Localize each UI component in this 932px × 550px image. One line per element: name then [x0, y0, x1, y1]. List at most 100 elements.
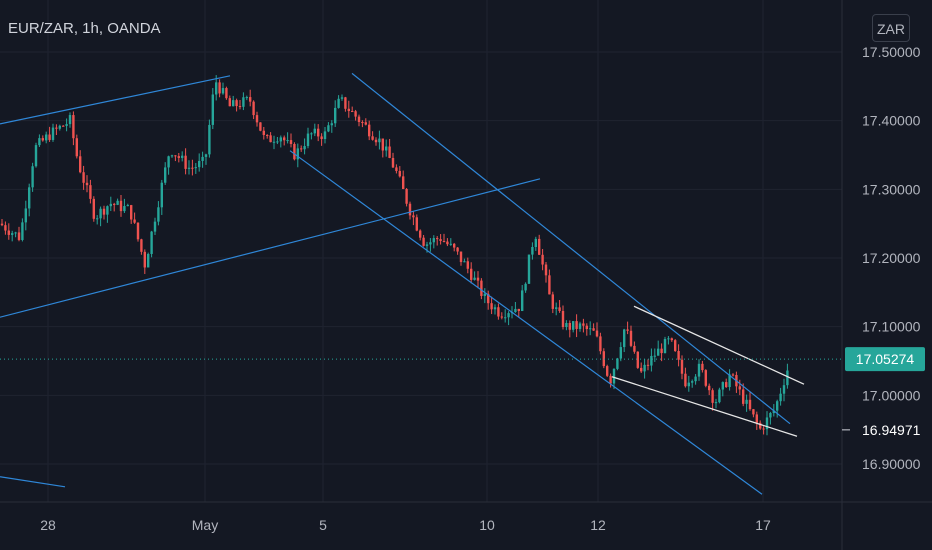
candle-body — [198, 160, 201, 168]
candle-body — [28, 187, 31, 209]
candle-body — [439, 239, 442, 241]
candle-body — [517, 308, 520, 312]
time-tick-label: 28 — [40, 517, 56, 533]
candle-body — [130, 205, 133, 220]
candle-body — [419, 230, 422, 238]
price-badges: 17.05274 16.94971 — [842, 347, 925, 438]
candle-body — [470, 268, 473, 280]
candle-body — [252, 101, 255, 116]
candle-body — [147, 253, 150, 268]
candle-body — [786, 370, 789, 386]
candle-body — [221, 88, 225, 94]
candle-body — [306, 133, 310, 147]
candle-body — [201, 156, 204, 161]
candle-body — [347, 108, 350, 112]
candle-body — [62, 125, 65, 127]
candle-body — [578, 323, 582, 329]
candle-body — [565, 322, 568, 328]
candle-body — [242, 97, 245, 107]
candle-body — [616, 358, 619, 369]
candle-body — [660, 348, 663, 354]
candle-body — [381, 138, 384, 151]
candle-body — [755, 414, 758, 423]
candle-body — [55, 127, 58, 129]
candle-body — [136, 222, 140, 240]
candle-body — [4, 225, 7, 231]
candle-body — [368, 124, 371, 137]
candle-body — [187, 167, 191, 169]
candle-body — [238, 106, 242, 108]
candle-body — [391, 157, 395, 168]
time-axis[interactable]: 28 May 5 10 12 17 — [40, 517, 771, 533]
currency-button[interactable]: ZAR — [872, 14, 910, 42]
candle-body — [500, 316, 503, 318]
channel-line — [0, 476, 66, 488]
candle-body — [623, 329, 626, 348]
candle-body — [92, 198, 95, 219]
candle-body — [323, 131, 327, 140]
candle-body — [453, 243, 456, 248]
grid — [0, 0, 842, 502]
candle-body — [561, 310, 565, 328]
candle-body — [640, 367, 643, 372]
candle-body — [102, 208, 106, 215]
candle-body — [153, 221, 157, 232]
price-axis[interactable]: 17.50000 17.40000 17.30000 17.20000 17.10000… — [862, 44, 921, 472]
candle-body — [177, 156, 180, 158]
crosshair-price-label: 16.94971 — [862, 422, 921, 438]
candle-body — [160, 182, 163, 208]
candle-body — [432, 238, 435, 243]
last-price-label: 17.05274 — [856, 351, 915, 367]
time-tick-label: 10 — [479, 517, 495, 533]
candle-body — [592, 328, 595, 331]
candle-body — [650, 355, 653, 366]
candle-body — [191, 167, 194, 169]
candle-body — [255, 115, 259, 123]
candle-body — [609, 375, 612, 384]
candle-body — [79, 156, 82, 173]
candle-body — [38, 138, 41, 146]
candle-body — [218, 82, 221, 94]
candle-body — [582, 323, 585, 326]
candle-body — [116, 200, 119, 205]
candle-body — [14, 232, 17, 234]
candle-body — [317, 128, 320, 137]
candle-body — [327, 125, 330, 132]
candle-body — [694, 376, 697, 382]
channel-line — [351, 72, 791, 425]
candle-body — [473, 277, 476, 280]
candle-body — [225, 88, 228, 99]
candle-body — [262, 130, 265, 135]
time-tick-label: May — [192, 517, 218, 533]
symbol-title: EUR/ZAR, 1h, OANDA — [8, 20, 161, 37]
drawings[interactable] — [0, 72, 805, 495]
candle-body — [544, 264, 548, 276]
candle-body — [493, 307, 497, 310]
candle-body — [728, 374, 731, 388]
candle-body — [7, 230, 10, 235]
candle-body — [527, 254, 531, 284]
candle-body — [21, 222, 24, 240]
candle-body — [456, 247, 459, 252]
price-axis-background — [842, 0, 932, 550]
candle-body — [568, 322, 571, 330]
candle-body — [119, 200, 123, 212]
candle-body — [45, 134, 48, 141]
candle-body — [466, 261, 469, 269]
candle-body — [449, 243, 452, 245]
candle-body — [340, 97, 344, 99]
candle-body — [657, 348, 660, 356]
candle-body — [711, 390, 714, 403]
candle-body — [534, 238, 537, 248]
candle-body — [303, 146, 306, 150]
candle-body — [402, 176, 405, 190]
candle-body — [697, 363, 701, 377]
candle-body — [374, 139, 378, 143]
candle-body — [677, 350, 680, 360]
candle-body — [204, 154, 208, 157]
price-tick-label: 17.40000 — [862, 113, 921, 129]
wedge-line — [611, 376, 798, 437]
candle-body — [68, 115, 72, 125]
